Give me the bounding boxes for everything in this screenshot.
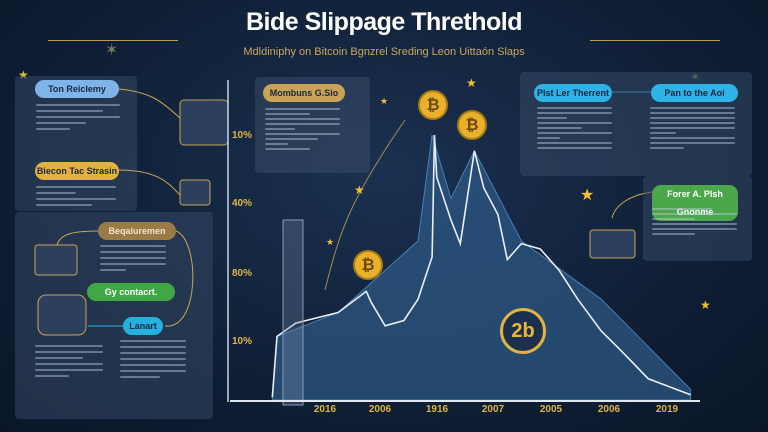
label-pill: Pan to the Aoi [651, 84, 738, 102]
area-series [271, 134, 692, 401]
x-tick-label: 2006 [597, 404, 621, 415]
x-tick-label: 2016 [313, 404, 337, 415]
star-icon: ★ [354, 183, 365, 197]
y-tick-label: 40% [232, 198, 253, 209]
label-pill: Gy contacrt. [87, 283, 175, 301]
x-tick-label: 2005 [539, 404, 563, 415]
badge: 2b [500, 308, 546, 354]
text-block [100, 245, 166, 271]
star-icon: ★ [380, 97, 389, 107]
text-block [537, 107, 612, 149]
star-icon: ★ [326, 238, 335, 248]
slippage-bar [282, 219, 304, 406]
x-tick-label: 2007 [481, 404, 505, 415]
label-pill: Biecon Tac Strasin [35, 162, 119, 180]
text-block [35, 345, 103, 377]
label-pill: Mombuns G.Sio [263, 84, 345, 102]
label-pill: Forer A. Plsh Gnonme [652, 185, 738, 221]
star-icon: ✶ [105, 40, 119, 59]
y-tick-label: 80% [232, 268, 253, 279]
left-top-panel [15, 76, 137, 211]
label-pill: Lanart [123, 317, 163, 335]
divider [590, 40, 720, 41]
x-tick-label: 2006 [368, 404, 392, 415]
y-tick-label: 10% [232, 130, 253, 141]
page-subtitle: Mdldiniphy on Bitcoin Bgnzrel Sreding Le… [243, 46, 525, 58]
y-tick-label: 10% [232, 336, 253, 347]
page-title: Bide Slippage Threthold [245, 8, 523, 36]
text-block [652, 208, 737, 235]
text-block [36, 186, 116, 206]
bitcoin-icon: ₿ [418, 90, 448, 120]
bitcoin-icon: ₿ [457, 110, 487, 140]
label-pill: Beqaiuremen [98, 222, 176, 240]
x-tick-label: 1916 [425, 404, 449, 415]
line-series [271, 134, 691, 398]
text-block [120, 340, 186, 378]
x-tick-label: 2019 [655, 404, 679, 415]
text-block [36, 104, 120, 130]
star-icon: ★ [18, 68, 29, 82]
text-block [265, 108, 340, 150]
star-icon: ★ [580, 185, 595, 204]
star-icon: ★ [700, 298, 711, 312]
star-icon: ★ [466, 76, 477, 90]
divider [48, 40, 178, 41]
label-pill: Plst Ler Therrent [534, 84, 612, 102]
label-pill: Ton Reiclemy [35, 80, 119, 98]
text-block [650, 107, 735, 149]
bitcoin-icon: ₿ [353, 250, 383, 280]
